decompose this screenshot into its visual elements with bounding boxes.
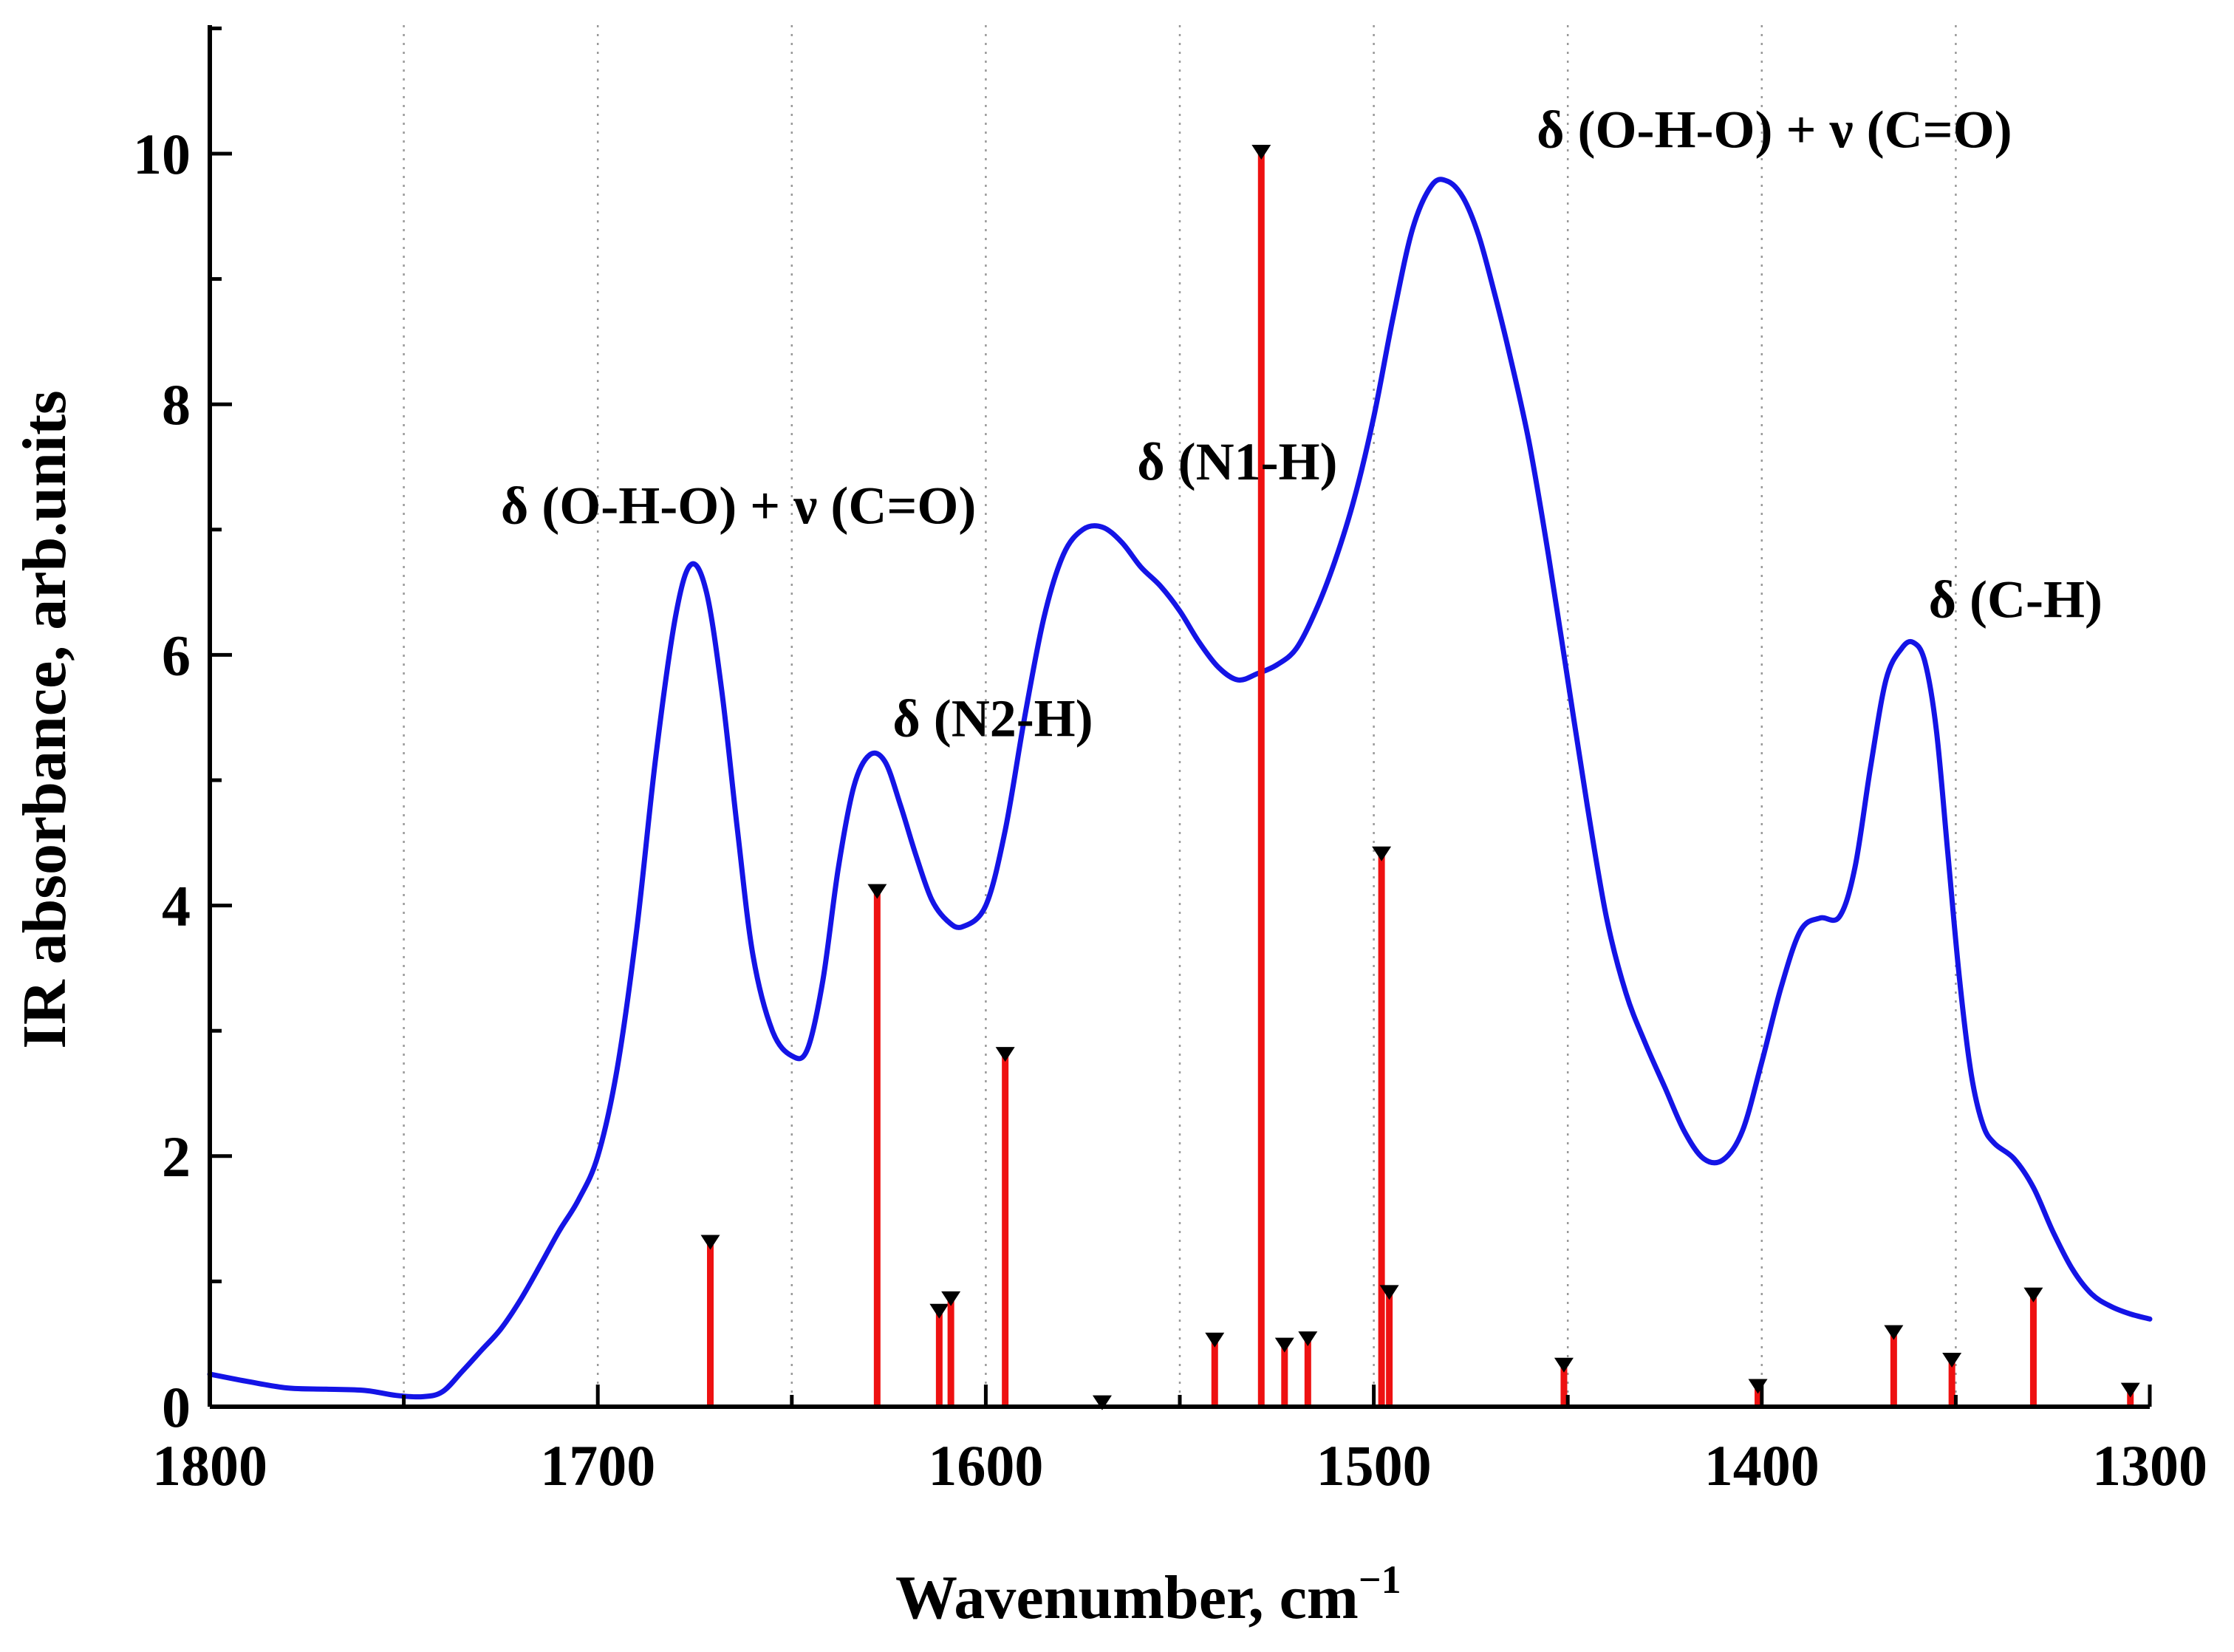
x-axis-title-superscript: −1 [1359,1557,1401,1602]
mode-marker-1671 [700,1235,720,1250]
y-tick-label-10: 10 [133,122,191,186]
mode-marker-1498 [1372,846,1392,861]
y-tick-label-6: 6 [162,623,191,687]
annotation-4: δ (O-H-O) + ν (C=O) [1537,100,2012,160]
x-tick-label-1400: 1400 [1704,1433,1820,1498]
mode-marker-1366 [1884,1325,1904,1340]
y-axis-title: IR absorbance, arb.units [10,390,79,1048]
y-tick-label-8: 8 [162,372,191,437]
mode-marker-1523 [1274,1337,1294,1353]
mode-marker-1541 [1205,1332,1225,1348]
y-tick-label-2: 2 [162,1124,191,1189]
mode-marker-1570 [1092,1395,1112,1410]
y-tick-label-4: 4 [162,874,191,938]
mode-marker-1401 [1748,1379,1768,1394]
mode-marker-1595 [995,1047,1015,1062]
x-tick-label-1600: 1600 [928,1433,1043,1498]
x-tick-label-1700: 1700 [540,1433,655,1498]
y-tick-label-0: 0 [162,1375,191,1439]
mode-marker-1451 [1554,1357,1574,1373]
annotation-2: δ (N2-H) [892,689,1093,748]
annotation-5: δ (C-H) [1929,570,2103,629]
mode-marker-1628 [867,884,887,899]
x-tick-label-1800: 1800 [152,1433,267,1498]
mode-marker-1351 [1942,1352,1962,1368]
mode-marker-1529 [1251,145,1271,160]
mode-marker-1517 [1298,1331,1318,1347]
mode-marker-1330 [2023,1287,2043,1303]
mode-marker-1609 [941,1291,961,1306]
annotation-3: δ (N1-H) [1137,432,1337,491]
peak-annotations: δ (O-H-O) + ν (C=O) δ (N2-H) δ (N1-H) δ (O-… [501,100,2103,748]
vertical-gridlines [403,25,1957,1407]
x-axis-title-text: Wavenumber, cm [895,1563,1359,1632]
x-tick-label-1500: 1500 [1316,1433,1432,1498]
mode-marker-1612 [929,1303,949,1319]
x-axis-title: Wavenumber, cm−1 [895,1557,1401,1632]
mode-marker-1496 [1379,1285,1399,1300]
annotation-1: δ (O-H-O) + ν (C=O) [501,476,976,535]
x-tick-label-1300: 1300 [2092,1433,2207,1498]
axis-ticks: 1800 1700 1600 1500 1400 1300 0 2 4 6 8 10 [133,26,2207,1498]
mode-marker-1305 [2120,1382,2140,1398]
calculated-modes [700,145,2140,1410]
axes [208,25,2150,1409]
